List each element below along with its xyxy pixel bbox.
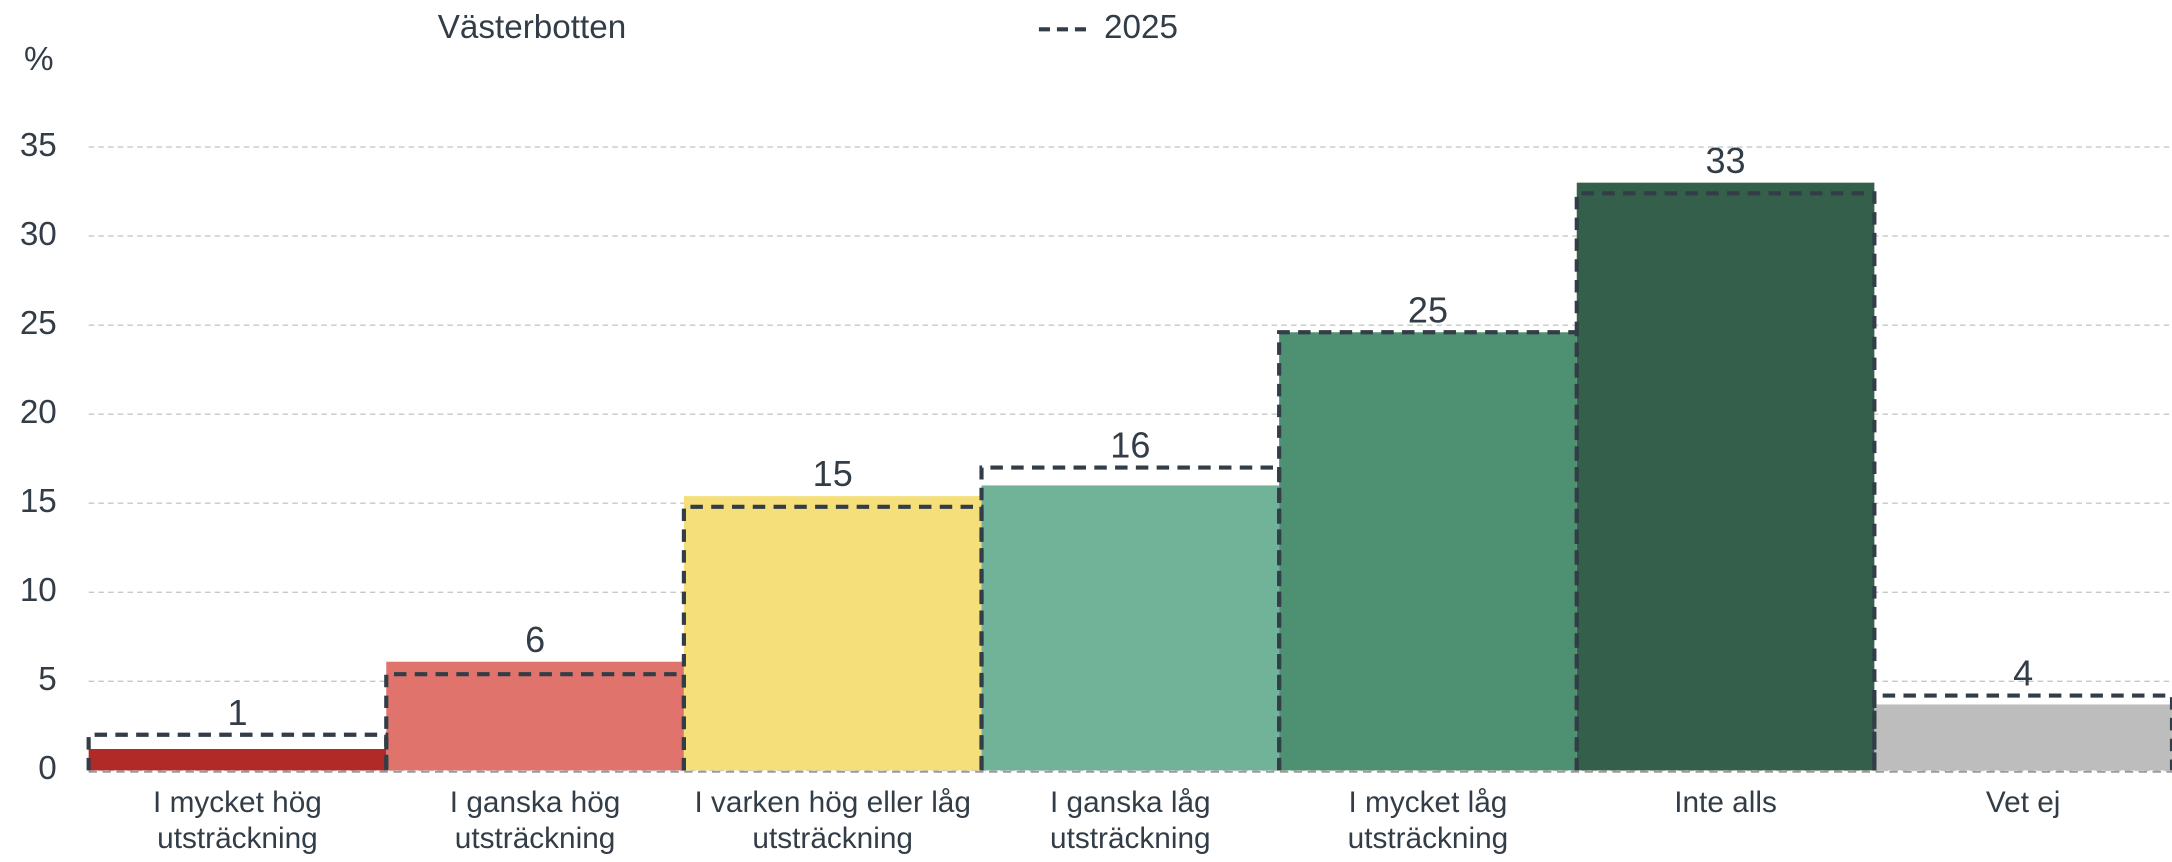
bar (88, 749, 387, 771)
x-tick-label-box: I ganska hög utsträckning (449, 785, 621, 855)
x-tick-label: I mycket hög utsträckning (153, 785, 322, 855)
bar (981, 485, 1280, 771)
bar (1279, 332, 1577, 771)
data-label: 16 (1110, 425, 1150, 466)
data-label: 6 (525, 619, 545, 660)
x-tick-label: Vet ej (1985, 785, 2061, 819)
legend-label: 2025 (1104, 9, 1178, 46)
x-tick-label-box: Vet ej (1985, 785, 2061, 819)
x-tick-label: I mycket låg utsträckning (1347, 785, 1509, 855)
x-tick-label-box: I mycket hög utsträckning (153, 785, 322, 855)
bar (1874, 704, 2172, 771)
data-label: 33 (1706, 140, 1746, 181)
bar (386, 661, 684, 771)
bar (1576, 182, 1875, 771)
data-label: 4 (2013, 653, 2033, 694)
y-tick-label: 35 (20, 127, 57, 164)
x-tick-label: Inte alls (1674, 785, 1777, 819)
data-label: 25 (1408, 289, 1448, 330)
y-tick-label: 25 (20, 305, 57, 342)
y-tick-label: 15 (20, 483, 57, 520)
x-tick-label-box: I varken hög eller låg utsträckning (694, 785, 971, 855)
x-tick-label-box: Inte alls (1674, 785, 1777, 819)
data-label: 1 (227, 692, 247, 733)
bar (683, 496, 982, 771)
x-tick-label: I ganska låg utsträckning (1050, 785, 1211, 855)
y-tick-label: 20 (20, 394, 57, 431)
x-tick-label-box: I ganska låg utsträckning (1050, 785, 1211, 855)
y-tick-label: 30 (20, 216, 57, 253)
y-tick-label: 10 (20, 572, 57, 609)
data-label: 15 (813, 453, 853, 494)
x-tick-label-box: I mycket låg utsträckning (1347, 785, 1509, 855)
x-tick-label: I ganska hög utsträckning (449, 785, 621, 855)
reference-outline (1277, 330, 1579, 771)
y-tick-label: 5 (38, 661, 56, 698)
y-tick-label: 0 (38, 750, 56, 787)
legend-label: Västerbotten (438, 9, 626, 46)
y-axis-label: % (24, 41, 54, 78)
x-tick-label: I varken hög eller låg utsträckning (694, 785, 971, 855)
